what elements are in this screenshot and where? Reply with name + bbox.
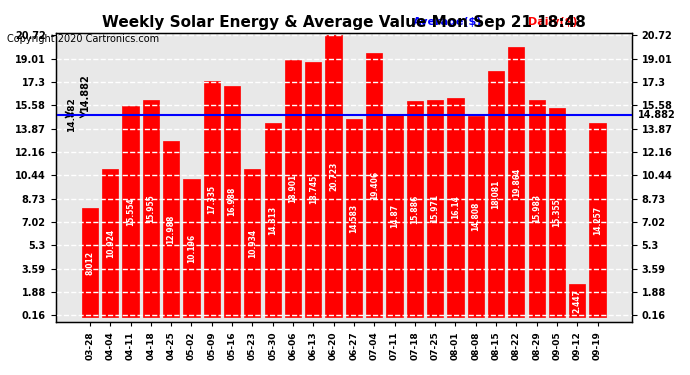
Bar bbox=[224, 86, 240, 318]
Text: 15.886: 15.886 bbox=[411, 195, 420, 224]
Bar bbox=[529, 100, 545, 318]
Text: 19.864: 19.864 bbox=[512, 168, 521, 197]
Bar bbox=[143, 100, 159, 318]
Bar bbox=[285, 60, 301, 318]
Bar bbox=[204, 81, 220, 318]
Bar bbox=[102, 169, 119, 318]
Text: 14.882: 14.882 bbox=[638, 110, 676, 120]
Bar bbox=[163, 141, 179, 318]
Bar bbox=[122, 106, 139, 318]
Title: Weekly Solar Energy & Average Value Mon Sep 21 18:48: Weekly Solar Energy & Average Value Mon … bbox=[102, 15, 586, 30]
Text: 15.955: 15.955 bbox=[146, 195, 155, 223]
Text: 16.14: 16.14 bbox=[451, 196, 460, 219]
Bar bbox=[509, 47, 524, 318]
Text: Average($): Average($) bbox=[413, 17, 482, 27]
Bar bbox=[386, 115, 403, 318]
Bar bbox=[589, 123, 606, 318]
Bar bbox=[488, 71, 504, 318]
Text: 10.196: 10.196 bbox=[187, 234, 196, 262]
Text: 18.745: 18.745 bbox=[309, 175, 318, 204]
Bar bbox=[346, 119, 362, 318]
Bar bbox=[549, 108, 565, 318]
Text: 10.924: 10.924 bbox=[106, 228, 115, 258]
Text: 20.723: 20.723 bbox=[329, 162, 338, 191]
Text: 14.882: 14.882 bbox=[80, 73, 90, 111]
Text: 17.335: 17.335 bbox=[207, 185, 216, 214]
Text: 18.081: 18.081 bbox=[491, 180, 500, 209]
Bar bbox=[305, 62, 322, 318]
Text: 18.901: 18.901 bbox=[288, 174, 297, 203]
Bar bbox=[366, 53, 382, 318]
Text: 14.257: 14.257 bbox=[593, 206, 602, 235]
Text: Copyright 2020 Cartronics.com: Copyright 2020 Cartronics.com bbox=[7, 34, 159, 44]
Bar bbox=[468, 116, 484, 318]
Text: 19.406: 19.406 bbox=[370, 171, 379, 200]
Bar bbox=[406, 101, 423, 318]
Text: 15.355: 15.355 bbox=[553, 198, 562, 227]
Bar bbox=[326, 35, 342, 318]
Text: 10.934: 10.934 bbox=[248, 228, 257, 258]
Text: 15.554: 15.554 bbox=[126, 197, 135, 226]
Text: 14.808: 14.808 bbox=[471, 202, 480, 231]
Text: 12.988: 12.988 bbox=[167, 214, 176, 244]
Text: 15.971: 15.971 bbox=[431, 194, 440, 223]
Text: 14.583: 14.583 bbox=[349, 204, 358, 233]
Bar bbox=[184, 178, 199, 318]
Text: 2.447: 2.447 bbox=[573, 289, 582, 313]
Bar bbox=[427, 100, 443, 318]
Bar bbox=[447, 98, 464, 318]
Text: 16.988: 16.988 bbox=[228, 187, 237, 216]
Text: Daily($): Daily($) bbox=[528, 17, 578, 27]
Bar bbox=[264, 123, 281, 318]
Text: 8.012: 8.012 bbox=[86, 251, 95, 275]
Text: 15.983: 15.983 bbox=[532, 194, 541, 223]
Bar bbox=[82, 209, 98, 318]
Text: 14.313: 14.313 bbox=[268, 206, 277, 235]
Bar bbox=[569, 284, 585, 318]
Text: 14.87: 14.87 bbox=[390, 204, 399, 228]
Bar bbox=[244, 168, 261, 318]
Text: 14.882: 14.882 bbox=[67, 98, 76, 132]
